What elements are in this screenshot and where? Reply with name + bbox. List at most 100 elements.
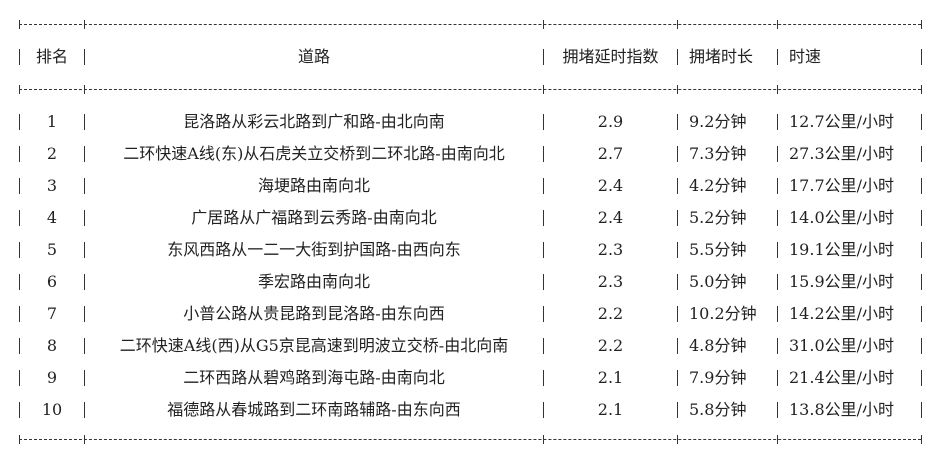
column-separator	[677, 49, 678, 65]
column-separator	[19, 146, 20, 162]
table-row-cell: 5.2分钟	[689, 208, 747, 227]
column-separator	[19, 338, 20, 354]
table-row-cell: 季宏路由南向北	[257, 272, 370, 291]
table-row-cell: 13.8公里/小时	[789, 400, 895, 419]
header-cell: 排名	[35, 47, 68, 66]
column-separator	[921, 338, 922, 354]
rule-corner	[677, 435, 678, 444]
table-row-cell: 4.2分钟	[689, 176, 747, 195]
header-cell: 时速	[789, 47, 822, 66]
header-cell: 拥堵延时指数	[562, 47, 659, 66]
column-separator	[921, 146, 922, 162]
rule-corner	[19, 435, 20, 444]
column-separator	[921, 242, 922, 258]
table-row-cell: 二环快速A线(西)从G5京昆高速到明波立交桥-由北向南	[119, 336, 509, 355]
column-separator	[543, 114, 544, 130]
table-row-cell: 21.4公里/小时	[789, 368, 895, 387]
column-separator	[19, 210, 20, 226]
column-separator	[921, 178, 922, 194]
table-row-cell: 广居路从广福路到云秀路-由南向北	[191, 208, 437, 227]
table-row-cell: 27.3公里/小时	[789, 144, 895, 163]
column-separator	[84, 402, 85, 418]
rule-corner	[84, 20, 85, 29]
column-separator	[777, 338, 778, 354]
rule-corner	[677, 85, 678, 94]
table-row-cell: 14.0公里/小时	[789, 208, 895, 227]
column-separator	[84, 49, 85, 65]
table-row-cell: 2.1	[597, 400, 624, 419]
column-separator	[19, 370, 20, 386]
table-row-cell: 31.0公里/小时	[789, 336, 895, 355]
table-row-cell: 2	[46, 144, 58, 163]
rule-corner	[777, 435, 778, 444]
table-row-cell: 东风西路从一二一大街到护国路-由西向东	[167, 240, 461, 259]
table-row-cell: 10	[41, 400, 63, 419]
header-top-rule	[19, 20, 922, 29]
column-separator	[677, 114, 678, 130]
column-separator	[84, 274, 85, 290]
column-separator	[84, 242, 85, 258]
column-separator	[921, 370, 922, 386]
column-separator	[777, 402, 778, 418]
table-row-cell: 2.2	[597, 336, 624, 355]
column-separator	[921, 306, 922, 322]
rule-corner	[543, 85, 544, 94]
table-row-cell: 9.2分钟	[689, 112, 747, 131]
column-separator	[677, 306, 678, 322]
column-separator	[543, 242, 544, 258]
column-separator	[543, 146, 544, 162]
column-separator	[777, 370, 778, 386]
column-separator	[84, 306, 85, 322]
rule-corner	[921, 85, 922, 94]
table-row-cell: 3	[46, 176, 58, 195]
table-row-cell: 7.9分钟	[689, 368, 747, 387]
rule-corner	[543, 435, 544, 444]
column-separator	[677, 338, 678, 354]
table-row-cell: 2.4	[597, 208, 624, 227]
rule-corner	[777, 85, 778, 94]
table-row-cell: 7.3分钟	[689, 144, 747, 163]
column-separator	[677, 370, 678, 386]
table-row-cell: 19.1公里/小时	[789, 240, 895, 259]
table-row-cell: 2.1	[597, 368, 624, 387]
table-row-cell: 14.2公里/小时	[789, 304, 895, 323]
rule-corner	[19, 85, 20, 94]
column-separator	[19, 242, 20, 258]
table-row-cell: 海埂路由南向北	[257, 176, 370, 195]
column-separator	[19, 178, 20, 194]
table-row-cell: 二环快速A线(东)从石虎关立交桥到二环北路-由南向北	[123, 144, 505, 163]
rule-corner	[84, 435, 85, 444]
table-row-cell: 5	[46, 240, 58, 259]
column-separator	[84, 210, 85, 226]
table-row-cell: 2.9	[597, 112, 624, 131]
column-separator	[543, 338, 544, 354]
column-separator	[677, 178, 678, 194]
column-separator	[777, 242, 778, 258]
column-separator	[777, 306, 778, 322]
column-separator	[777, 274, 778, 290]
column-separator	[543, 210, 544, 226]
table-row-cell: 2.4	[597, 176, 624, 195]
column-separator	[19, 49, 20, 65]
table-row-cell: 12.7公里/小时	[789, 112, 895, 131]
column-separator	[677, 402, 678, 418]
table-row-cell: 2.7	[597, 144, 624, 163]
rule-corner	[921, 435, 922, 444]
column-separator	[921, 210, 922, 226]
table-row-cell: 1	[46, 112, 58, 131]
rule-corner	[777, 20, 778, 29]
rule-corner	[921, 20, 922, 29]
column-separator	[543, 306, 544, 322]
table-row-cell: 福德路从春城路到二环南路辅路-由东向西	[167, 400, 461, 419]
column-separator	[84, 114, 85, 130]
column-separator	[19, 402, 20, 418]
column-separator	[543, 49, 544, 65]
column-separator	[677, 146, 678, 162]
table-row-cell: 5.8分钟	[689, 400, 747, 419]
column-separator	[777, 146, 778, 162]
table-row-cell: 15.9公里/小时	[789, 272, 895, 291]
table-row-cell: 7	[46, 304, 58, 323]
column-separator	[677, 274, 678, 290]
table-row-cell: 10.2分钟	[689, 304, 757, 323]
column-separator	[777, 114, 778, 130]
